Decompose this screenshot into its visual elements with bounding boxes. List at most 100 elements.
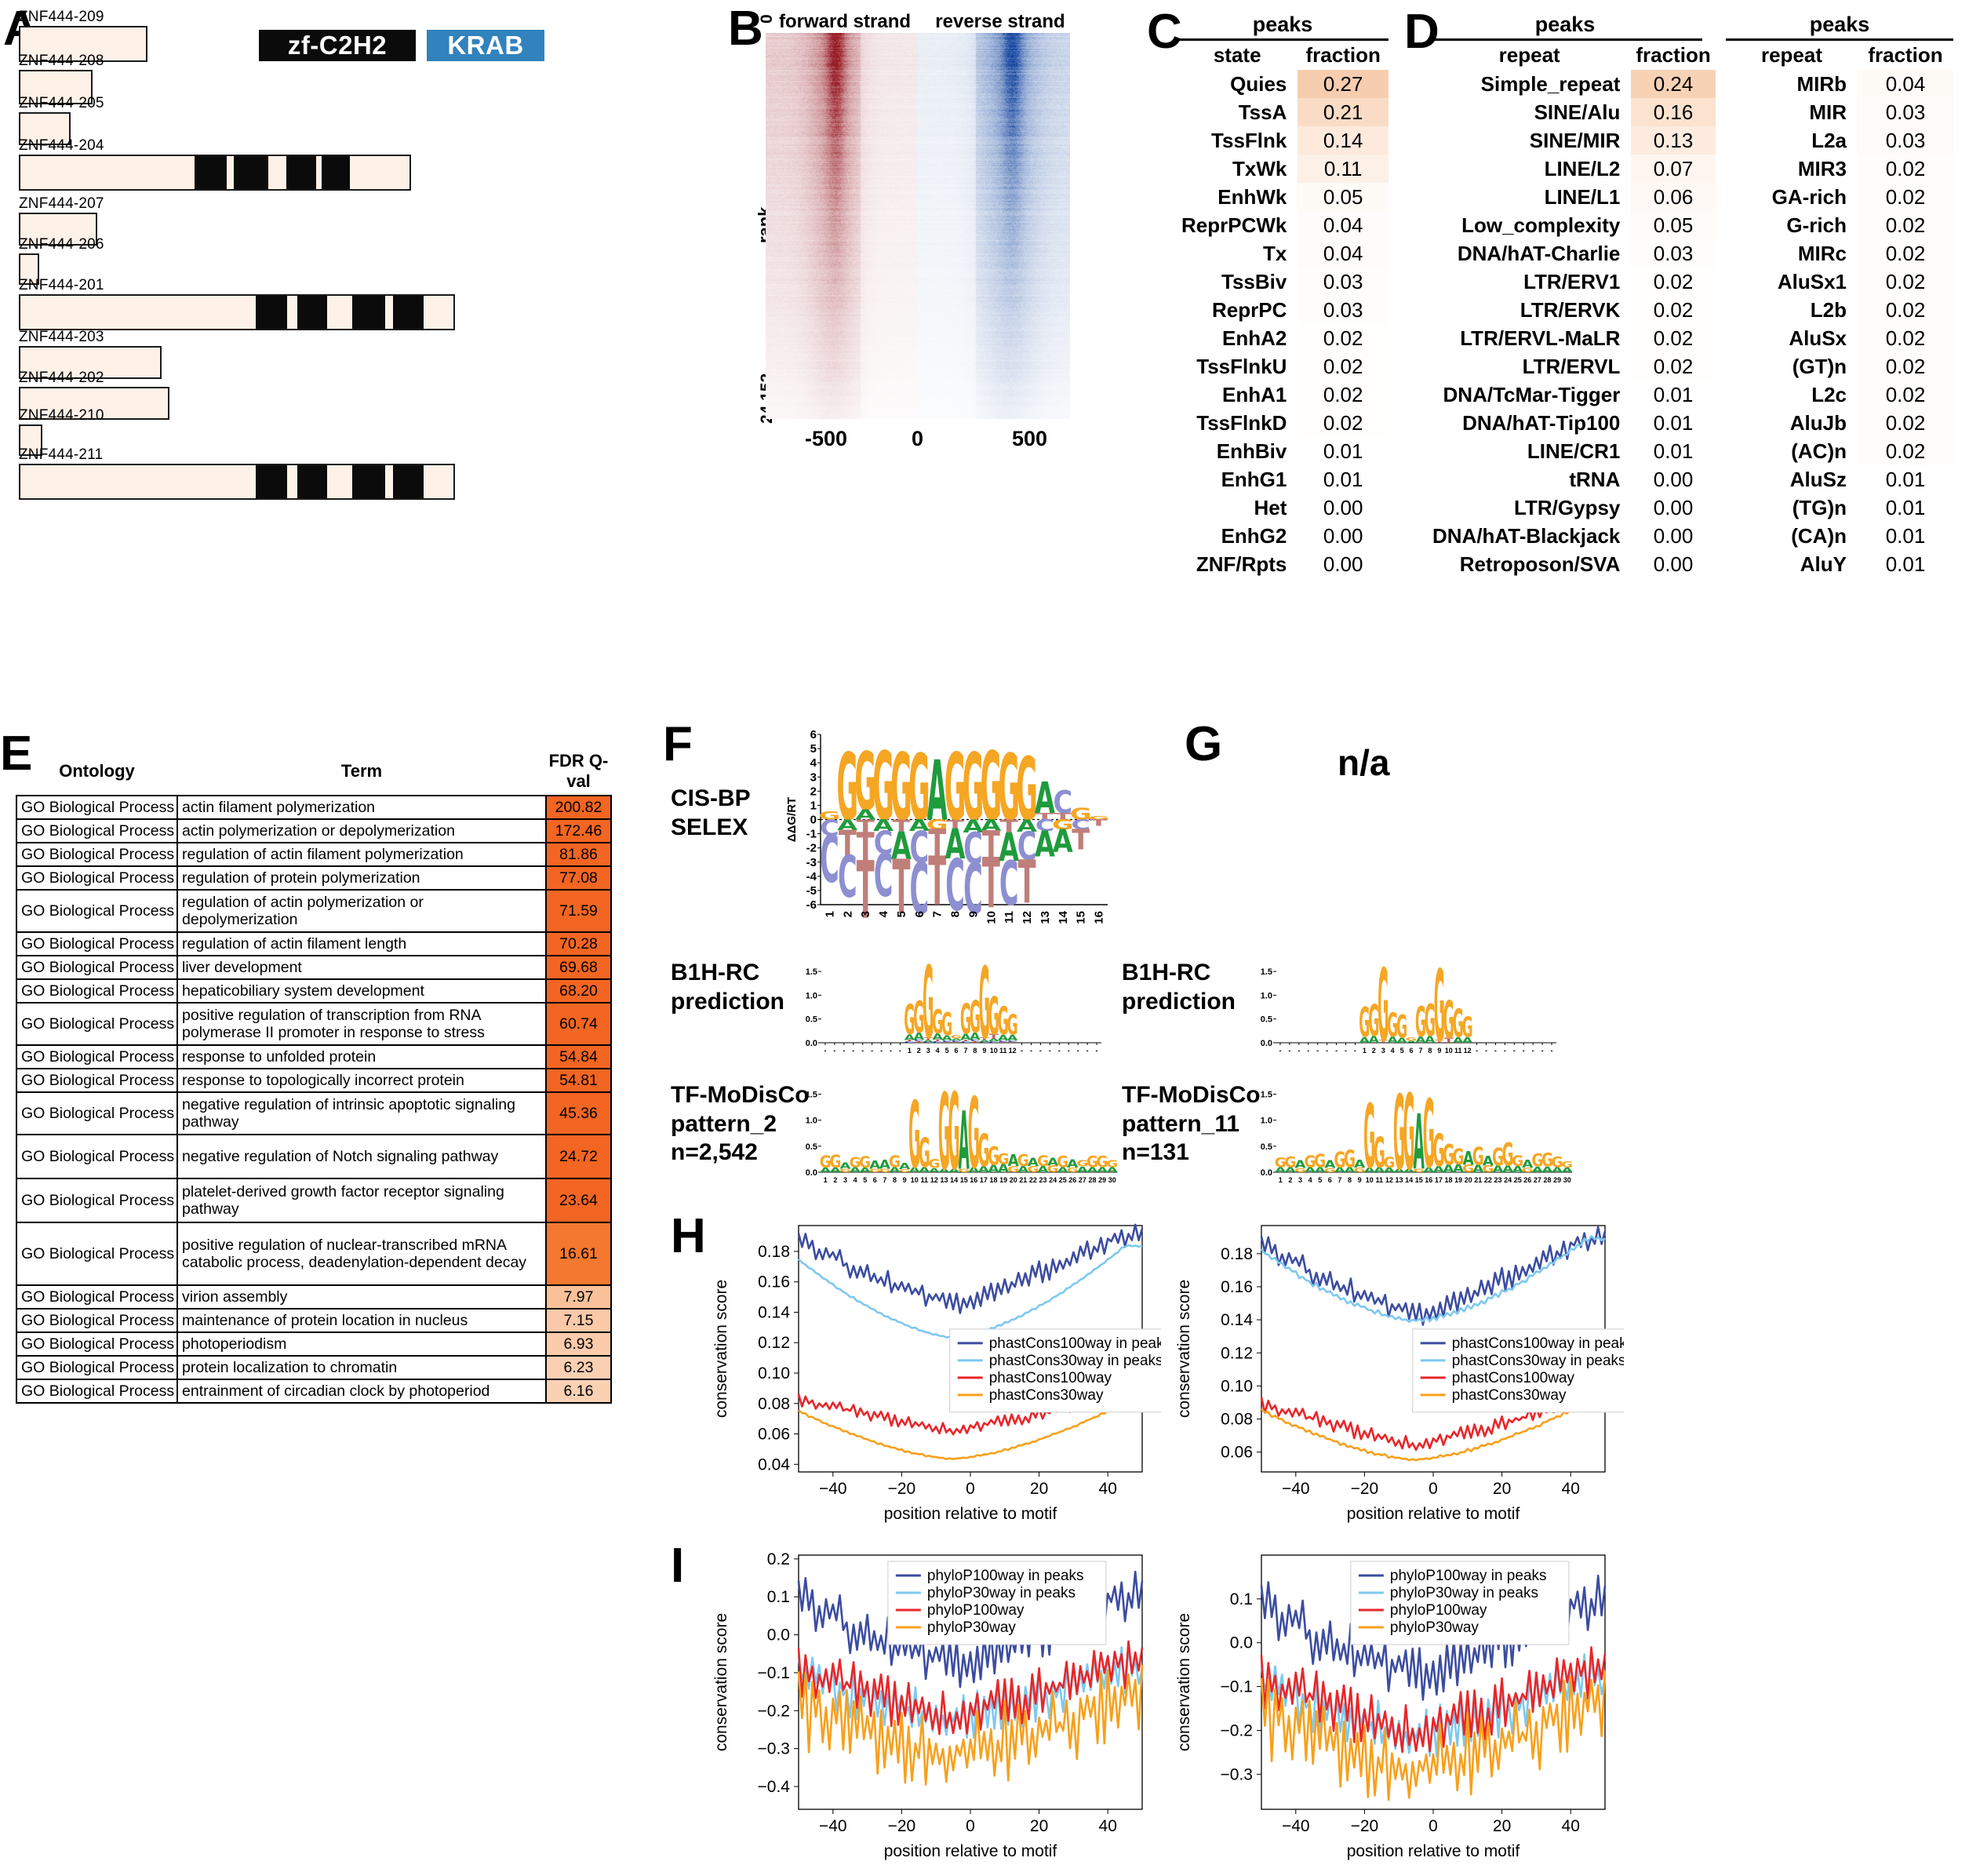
panel-c-row: Het 0.00 <box>1177 494 1388 522</box>
series-line <box>797 1223 1144 1314</box>
logo-letter-G: G <box>1007 1009 1018 1042</box>
panel-c-row: EnhG1 0.01 <box>1177 465 1388 494</box>
panel-d-left-value: 0.01 <box>1631 437 1716 465</box>
logo-letter-G: G <box>1561 1160 1573 1170</box>
panel-d-right-value: 0.02 <box>1858 296 1953 324</box>
isoform-backbone-segment <box>316 156 322 189</box>
panel-c-key: ReprPC <box>1212 297 1287 322</box>
axis-tick-label: 1 <box>1363 1047 1367 1055</box>
axis-tick-label: - <box>1551 1047 1553 1055</box>
logo-letter-A: A <box>889 1166 901 1174</box>
go-table-row: GO Biological Process liver development 69… <box>16 955 612 980</box>
logo-letter-T: T <box>952 1041 962 1043</box>
logo-letter-A: A <box>1453 1036 1463 1044</box>
panel-d-right-value: 0.02 <box>1858 324 1953 352</box>
panel-e-go-table: Ontology Term FDR Q-val GO Biological Pr… <box>16 749 643 1404</box>
logo-letter-A: A <box>999 825 1019 871</box>
isoform-bar <box>19 70 93 104</box>
logo-letter-G: G <box>1393 1075 1405 1193</box>
axis-tick-label: 40 <box>1099 1817 1117 1835</box>
panel-c-row: ReprPC 0.03 <box>1177 296 1388 324</box>
axis-tick-label: 0.5 <box>806 1142 817 1152</box>
axis-tick-label: 1.5 <box>806 1091 817 1100</box>
f-b1h-logo: 1.5 1.0 0.5 0.0 C T A G 1 T C A G 2 C A T G 3 C T A G 4 T C A G 5 T C A… <box>792 944 1106 1063</box>
series-line <box>1260 1226 1607 1326</box>
panel-d-right-value: 0.02 <box>1858 211 1953 239</box>
axis-tick-label: -5 <box>806 884 817 898</box>
logo-letter-G: G <box>1502 1137 1514 1173</box>
logo-letter-G: G <box>1462 1163 1474 1175</box>
isoform-row: ZNF444-208 <box>19 53 104 104</box>
panel-c-key: TssA <box>1238 100 1287 124</box>
axis-tick-label: 27 <box>1079 1176 1086 1184</box>
axis-tick-label: −20 <box>1351 1480 1379 1498</box>
logo-letter-A: A <box>1359 1036 1370 1044</box>
panel-d-left-value: 0.05 <box>1631 211 1716 239</box>
logo-letter-G: G <box>960 996 971 1044</box>
logo-letter-A: A <box>1007 1033 1017 1042</box>
series-line <box>797 1640 1144 1736</box>
panel-d-right-value: 0.02 <box>1858 352 1953 381</box>
logo-letter-A: A <box>1552 1166 1563 1174</box>
axis-tick-label: 7 <box>1418 1047 1422 1055</box>
panel-c-row: TssFlnk 0.14 <box>1177 126 1388 155</box>
panel-d-left-row: DNA/hAT-Charlie 0.03 <box>1428 239 1716 268</box>
isoform-bar <box>19 213 97 246</box>
axis-tick-label: 1.0 <box>806 1116 817 1126</box>
axis-tick-label: 40 <box>1099 1480 1117 1498</box>
axis-tick-label: 20 <box>1493 1817 1511 1835</box>
logo-letter-G: G <box>869 1167 881 1173</box>
panel-c-key: TssBiv <box>1221 269 1287 293</box>
logo-letter-G: G <box>908 737 930 842</box>
axis-tick-label: 14 <box>1057 910 1070 923</box>
logo-letter-G: G <box>904 997 915 1044</box>
go-term-cell: response to topologically incorrect prot… <box>177 1068 547 1093</box>
panel-d-right-row: MIRc 0.02 <box>1726 239 1953 268</box>
logo-letter-G: G <box>968 1077 980 1190</box>
isoform-row: ZNF444-201 <box>19 278 455 330</box>
axis-tick-label: 30 <box>1108 1176 1116 1184</box>
logo-letter-A: A <box>1369 1033 1380 1045</box>
logo-letter-G: G <box>1047 1164 1059 1175</box>
logo-letter-G: G <box>1027 1164 1039 1175</box>
logo-letter-G: G <box>1432 1125 1444 1177</box>
axis-tick-label: - <box>1086 1047 1089 1055</box>
axis-tick-label: 14 <box>1405 1176 1413 1184</box>
logo-letter-A: A <box>1443 1163 1454 1175</box>
go-ontology-cell: GO Biological Process <box>16 931 178 956</box>
panel-c-value: 0.14 <box>1298 126 1388 155</box>
logo-letter-T: T <box>982 843 1000 924</box>
logo-letter-G: G <box>819 810 841 822</box>
panel-c-key: TssFlnkU <box>1196 354 1287 378</box>
go-table-row: GO Biological Process platelet-derived gr… <box>16 1178 612 1223</box>
chart-h-right: −40 −20 0 20 40 0.06 0.08 0.10 0.12 0.14 0.16 0.18 p… <box>1169 1208 1624 1530</box>
panel-c-value: 0.04 <box>1298 211 1388 239</box>
conservation-chart: −40 −20 0 20 40 0.06 0.08 0.10 0.12 0.14 0.16 0.18 p… <box>1175 1225 1624 1523</box>
panel-d-left-value: 0.00 <box>1631 494 1716 522</box>
go-header-term: Term <box>340 761 383 781</box>
logo-letter-A: A <box>1107 1166 1119 1174</box>
logo-letter-T: T <box>892 815 910 836</box>
axis-tick-label: 3 <box>926 1047 930 1055</box>
axis-tick-label: - <box>1504 1047 1506 1055</box>
series-line <box>798 1401 1143 1460</box>
logo-letter-A: A <box>941 1034 952 1043</box>
logo-letter-G: G <box>1106 1159 1118 1170</box>
panel-c-key: Tx <box>1263 241 1287 265</box>
panel-c-table: peaks state fraction Quies 0.27 TssA 0.21 Ts… <box>1177 13 1388 578</box>
panel-d-left-key: LTR/Gypsy <box>1514 495 1621 519</box>
logo-letter-A: A <box>948 1167 960 1173</box>
zf-c2h2-domain-segment <box>297 296 328 329</box>
logo-letter-A: A <box>909 816 930 835</box>
logo-letter-C: C <box>820 821 839 898</box>
g-modisco-label: TF-MoDisCo pattern_11 n=131 <box>1122 1082 1261 1166</box>
axis-tick-label: 19 <box>999 1176 1007 1184</box>
logo-letter-A: A <box>1057 1166 1069 1174</box>
panel-c-value: 0.02 <box>1298 409 1388 437</box>
panel-d-left-row: Retroposon/SVA 0.00 <box>1428 550 1716 578</box>
axis-tick-label: −0.2 <box>1221 1721 1253 1739</box>
series-line <box>797 1664 1144 1786</box>
axis-tick-label: 0.08 <box>758 1395 790 1413</box>
conservation-chart: −40 −20 0 20 40 −0.4 −0.3 −0.2 −0.1 0.0 0.1 0.2 posi… <box>712 1550 1144 1860</box>
legend-label: phastCons100way in peaks <box>989 1335 1161 1352</box>
